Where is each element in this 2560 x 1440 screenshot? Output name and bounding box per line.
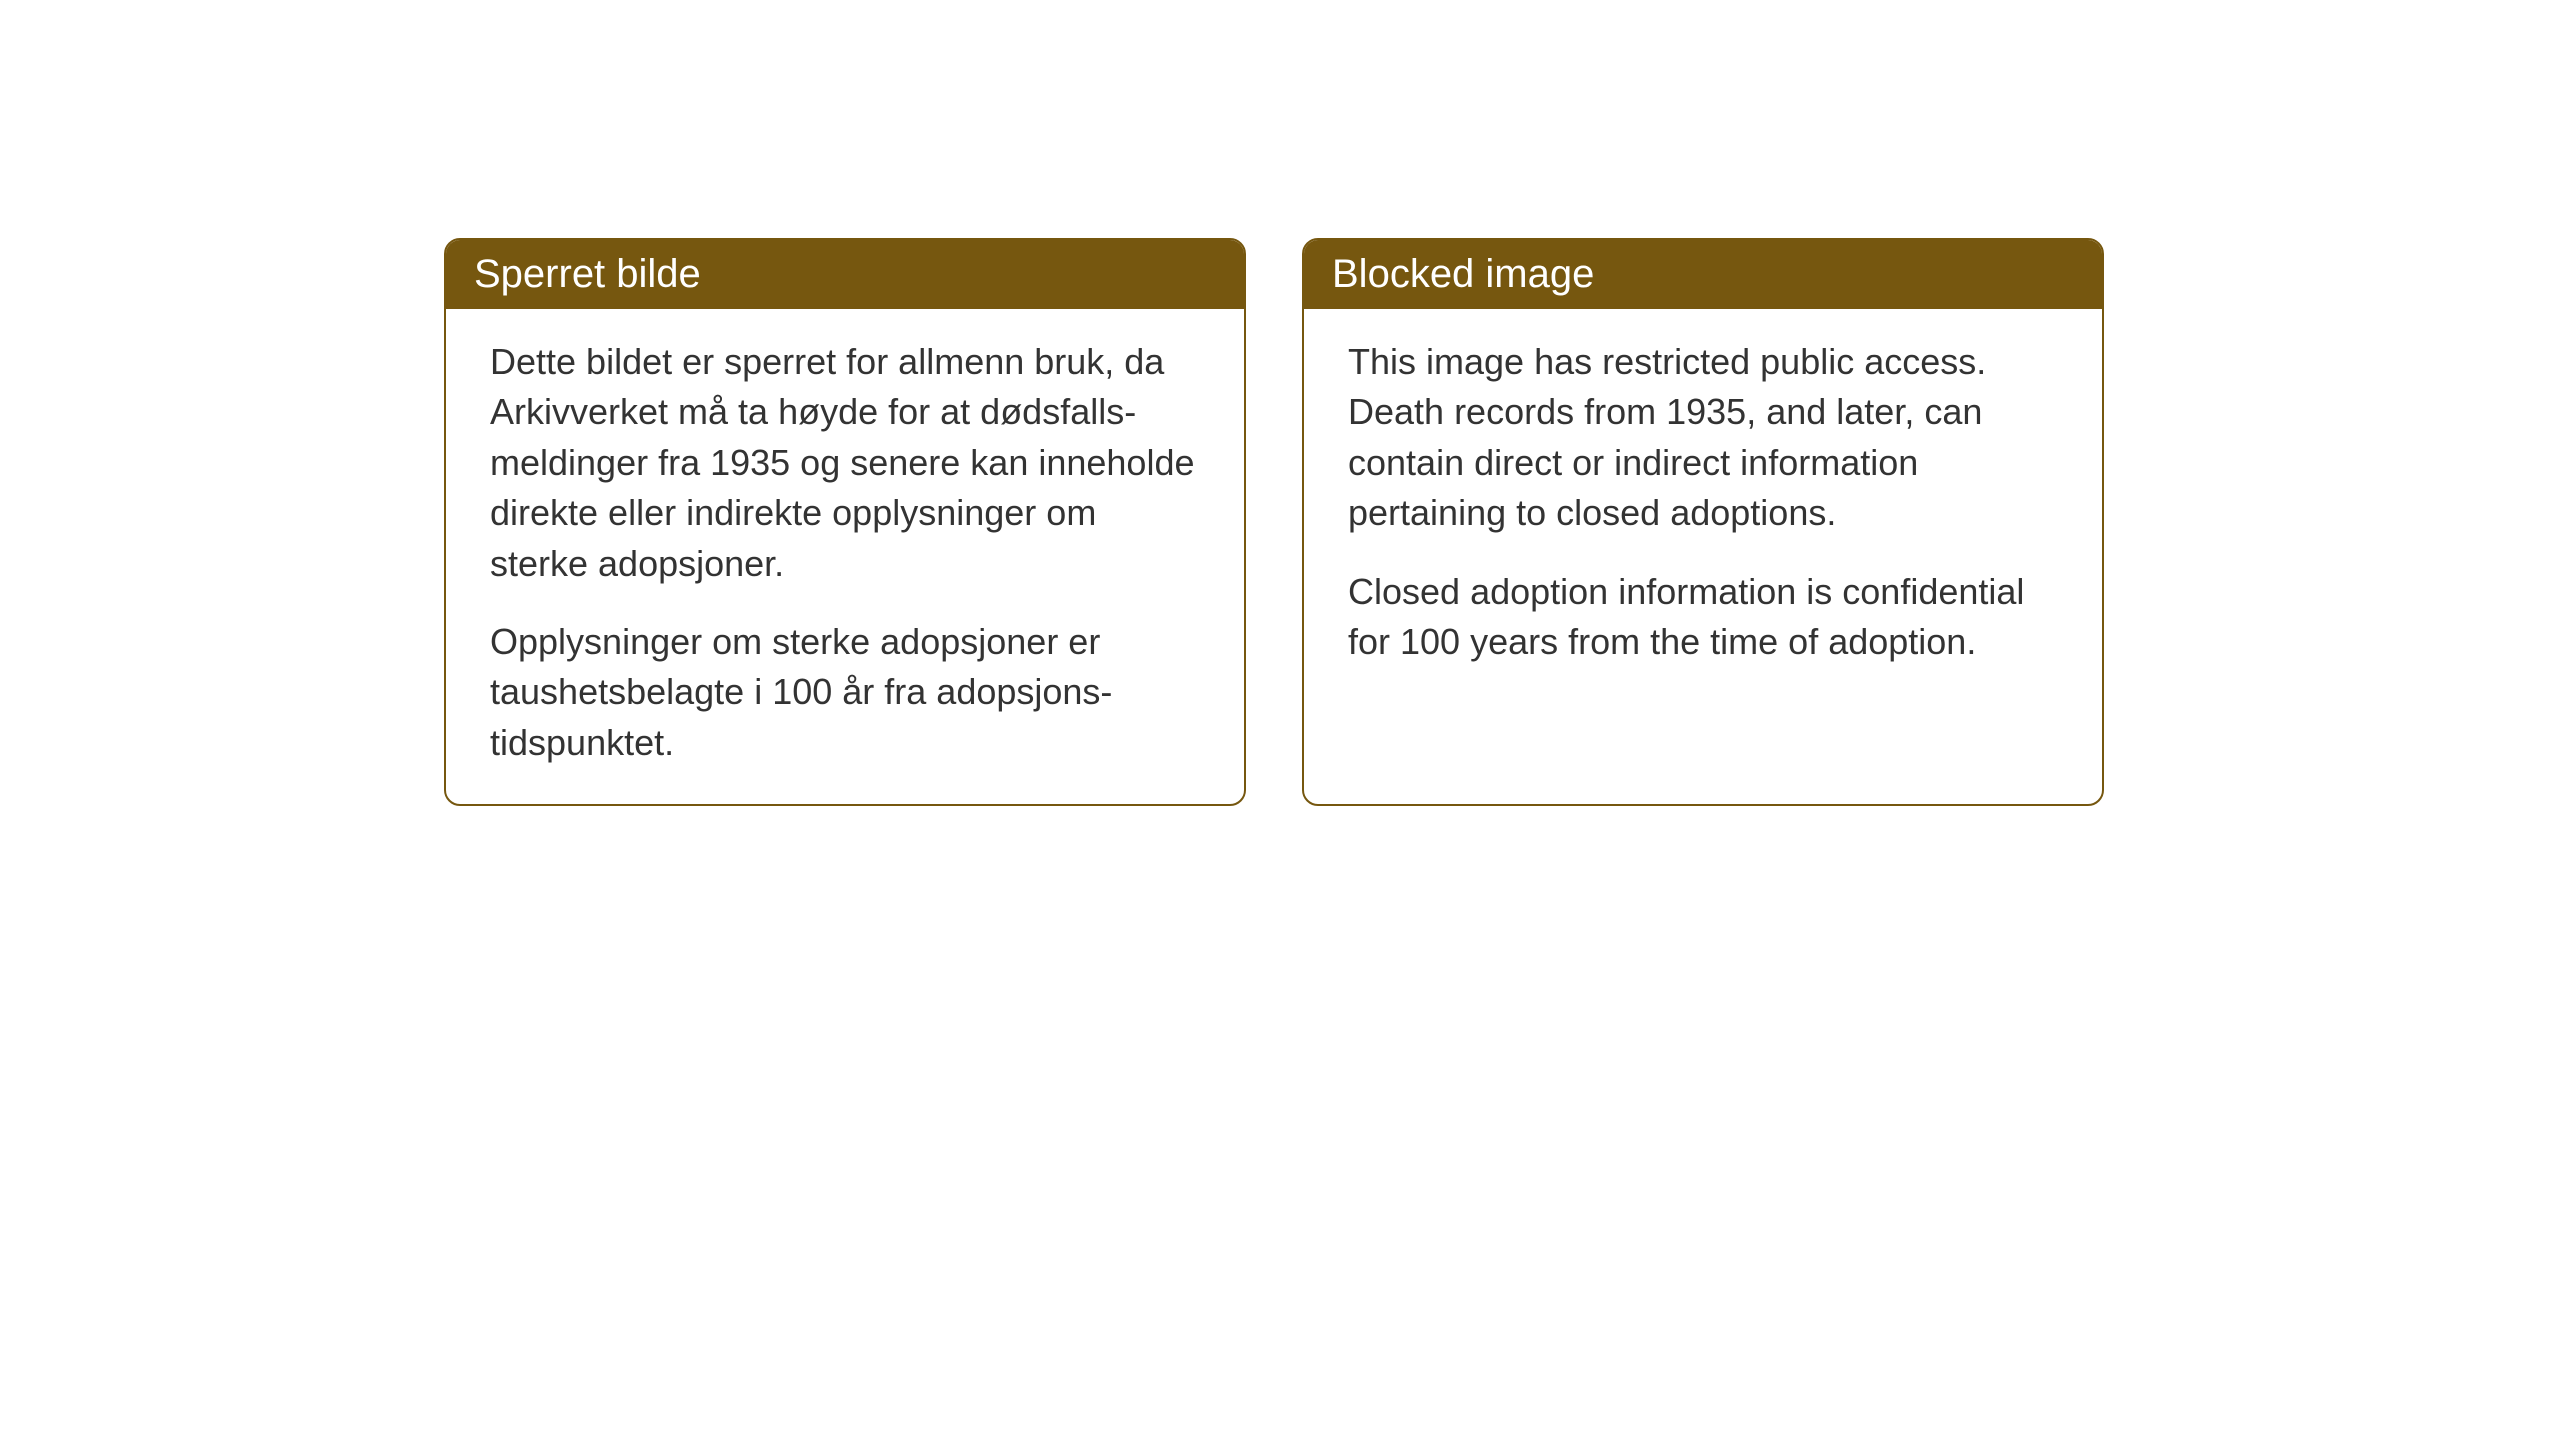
- english-paragraph-2: Closed adoption information is confident…: [1348, 567, 2058, 668]
- english-card-body: This image has restricted public access.…: [1304, 309, 2102, 703]
- norwegian-paragraph-1: Dette bildet er sperret for allmenn bruk…: [490, 337, 1200, 589]
- notice-cards-container: Sperret bilde Dette bildet er sperret fo…: [444, 238, 2104, 806]
- english-paragraph-1: This image has restricted public access.…: [1348, 337, 2058, 539]
- english-notice-card: Blocked image This image has restricted …: [1302, 238, 2104, 806]
- english-card-title: Blocked image: [1304, 240, 2102, 309]
- norwegian-card-title: Sperret bilde: [446, 240, 1244, 309]
- norwegian-card-body: Dette bildet er sperret for allmenn bruk…: [446, 309, 1244, 804]
- norwegian-paragraph-2: Opplysninger om sterke adopsjoner er tau…: [490, 617, 1200, 768]
- norwegian-notice-card: Sperret bilde Dette bildet er sperret fo…: [444, 238, 1246, 806]
